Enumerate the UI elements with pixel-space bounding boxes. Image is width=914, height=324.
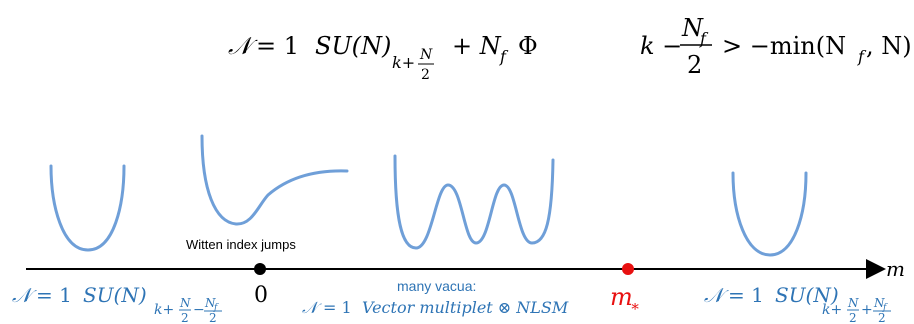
many-vacua-label: many vacua: — [397, 278, 476, 294]
left-sub-minus: − — [193, 302, 205, 318]
right-sub-k: k+ — [822, 302, 842, 318]
right-sub-f: f — [882, 303, 888, 313]
right-calN: 𝒩 — [704, 283, 729, 307]
right-sub-2a: 2 — [849, 311, 857, 324]
left-sub-Nf: N — [204, 296, 216, 310]
cs-level-k: k+ — [392, 53, 415, 72]
cond-num-sub-f: f — [699, 29, 709, 48]
flavor-plus: + N — [452, 32, 502, 60]
right-eq: = 1 — [728, 283, 764, 307]
potential-right-well — [731, 171, 808, 257]
middle-text: Vector multiplet ⊗ NLSM — [362, 298, 569, 317]
zero-label: 0 — [254, 283, 268, 308]
mstar-sub-star: ∗ — [630, 297, 640, 315]
cond-rhs-end: , N) — [866, 32, 912, 60]
right-sub-2b: 2 — [878, 311, 886, 324]
cond-k: k − — [640, 32, 682, 60]
cond-num-N: N — [681, 14, 704, 42]
right-sub-N: N — [847, 296, 859, 310]
left-calN: 𝒩 — [12, 283, 37, 307]
cond-rhs: > −min(N — [722, 32, 846, 60]
cs-level-N: N — [419, 47, 433, 63]
mstar-label: m — [610, 283, 633, 311]
left-sub-2a: 2 — [181, 311, 189, 324]
equals-one: = 1 — [256, 32, 299, 60]
field-phi: Φ — [518, 32, 538, 60]
cond-rhs-sub-f: f — [857, 47, 867, 66]
cs-level-2: 2 — [421, 67, 430, 83]
middle-phase-label: 𝒩 = 1 Vector multiplet ⊗ NLSM — [302, 298, 569, 317]
axis-variable-m: m — [886, 257, 905, 281]
left-gauge: SU(N) — [83, 283, 147, 307]
potential-witten-curve — [200, 134, 349, 226]
left-eq: = 1 — [36, 283, 72, 307]
gauge-group: SU(N) — [315, 32, 391, 60]
right-sub-plus: + — [861, 302, 873, 318]
theory-formula: 𝒩 = 1 SU(N) k+ N 2 + N f Φ — [228, 32, 538, 83]
potential-many-vacua — [393, 154, 555, 250]
middle-eq: = 1 — [323, 298, 352, 317]
left-phase-label: 𝒩 = 1 SU(N) k+ N 2 − N f 2 — [12, 283, 222, 324]
calN-symbol: 𝒩 — [228, 32, 258, 60]
condition-formula: k − N f 2 > −min(N f , N) — [640, 14, 912, 79]
right-gauge: SU(N) — [775, 283, 839, 307]
left-sub-k: k+ — [154, 302, 174, 318]
potential-left-well — [49, 164, 126, 252]
middle-calN: 𝒩 — [302, 298, 322, 317]
mstar-point-marker — [622, 263, 634, 275]
right-phase-label: 𝒩 = 1 SU(N) k+ N 2 + N f 2 — [704, 283, 891, 324]
right-sub-Nf: N — [873, 296, 885, 310]
flavor-sub-f: f — [499, 47, 509, 66]
left-sub-N: N — [179, 296, 191, 310]
cond-den-2: 2 — [687, 51, 702, 79]
witten-index-label: Witten index jumps — [186, 237, 296, 252]
zero-point-marker — [254, 263, 266, 275]
left-sub-f: f — [213, 303, 219, 313]
left-sub-2b: 2 — [209, 311, 217, 324]
potential-curves — [49, 134, 808, 257]
